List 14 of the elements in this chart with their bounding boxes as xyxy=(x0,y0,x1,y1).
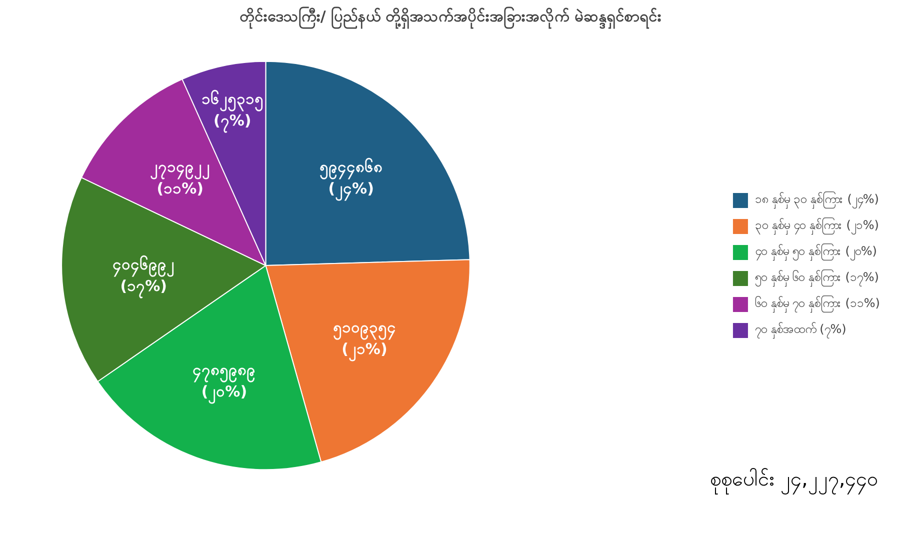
legend-label: ၅၀ နှစ်မှ ၆၀ နှစ်ကြား (၁၇%) xyxy=(754,269,879,287)
data-label: ၄၀၄၆၉၉၂ (၁၇%) xyxy=(112,254,175,300)
data-label: ၄၇၈၅၉၈၉ (၂၀%) xyxy=(192,361,256,405)
legend-label: ၁၈ နှစ်မှ ၃၀ နှစ်ကြား (၂၄%) xyxy=(754,191,879,209)
chart-title: တိုင်းဒေသကြီး/ ပြည်နယ် တို့ရှိအသက်အပိုင်းအခြားအလိုက် မဲဆန္ဒရှင်စာရင်း xyxy=(239,6,662,30)
data-label: ၁၆၂၅၃၁၅ (၇%) xyxy=(201,88,264,134)
legend-label: ၇၀ နှစ်အထက် (၇%) xyxy=(754,321,846,339)
legend-label: ၃၀ နှစ်မှ ၄၀ နှစ်ကြား (၂၁%) xyxy=(754,217,879,235)
legend-label: ၆၀ နှစ်မှ ၇၀ နှစ်ကြား (၁၁%) xyxy=(754,295,880,313)
data-label: ၅၁၀၉၃၅၄ (၂၁%) xyxy=(332,318,396,362)
legend-label: ၄၀ နှစ်မှ ၅၀ နှစ်ကြား (၂၀%) xyxy=(754,243,877,261)
data-label: ၂၇၁၄၉၂၂ (၁၁%) xyxy=(150,158,210,198)
text: စုစုပေါင်း ၂၄,၂၂၇,၄၄၀ xyxy=(710,466,878,494)
data-label: ၅၉၄၄၈၆၈ (၂၄%) xyxy=(320,156,383,202)
